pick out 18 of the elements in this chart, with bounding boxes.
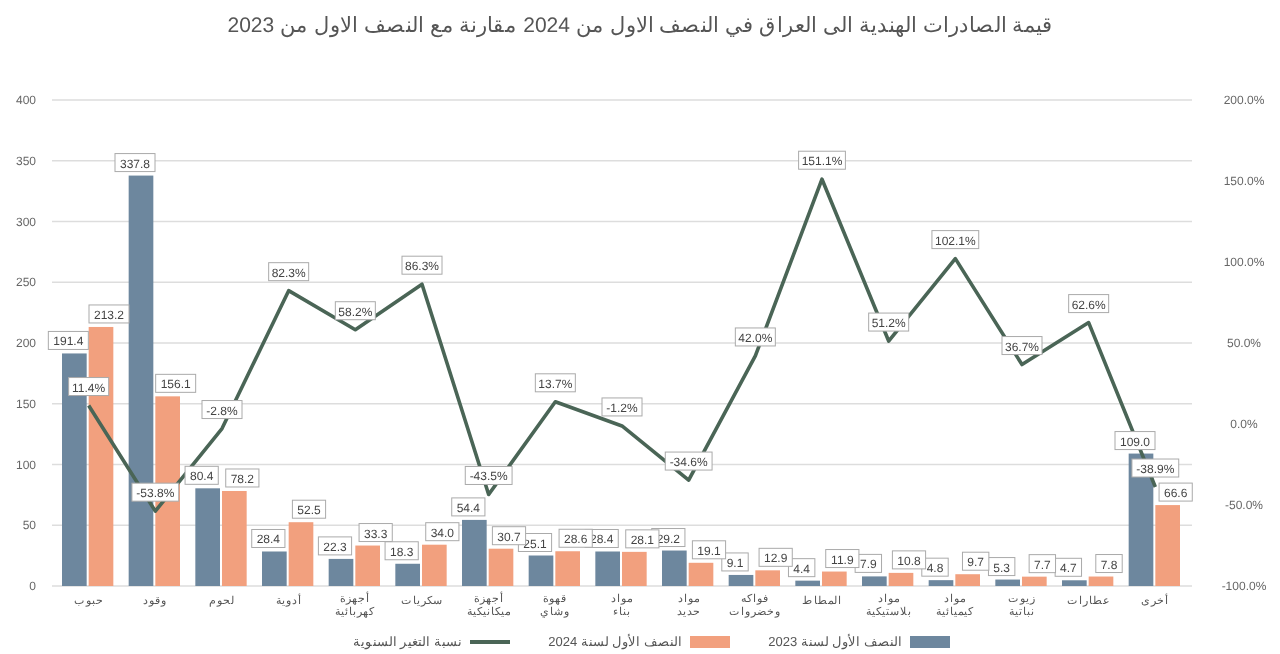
bar — [195, 488, 220, 586]
bar — [1088, 576, 1114, 586]
bar — [262, 551, 287, 586]
bar — [662, 550, 687, 586]
bar — [955, 574, 980, 586]
bar — [822, 571, 847, 586]
bar — [755, 570, 780, 586]
bar — [355, 545, 380, 586]
bar — [528, 555, 554, 586]
bar — [1062, 580, 1087, 586]
chart-title: قيمة الصادرات الهندية الى العراق في النصف الاول من 2024 مقارنة مع النصف الاول من 2023 — [227, 14, 1053, 38]
bar — [555, 551, 580, 586]
bar — [862, 576, 887, 586]
bar — [1155, 505, 1180, 586]
bar — [995, 579, 1020, 586]
bar — [288, 522, 314, 586]
bar — [928, 580, 954, 586]
bar — [595, 551, 620, 586]
